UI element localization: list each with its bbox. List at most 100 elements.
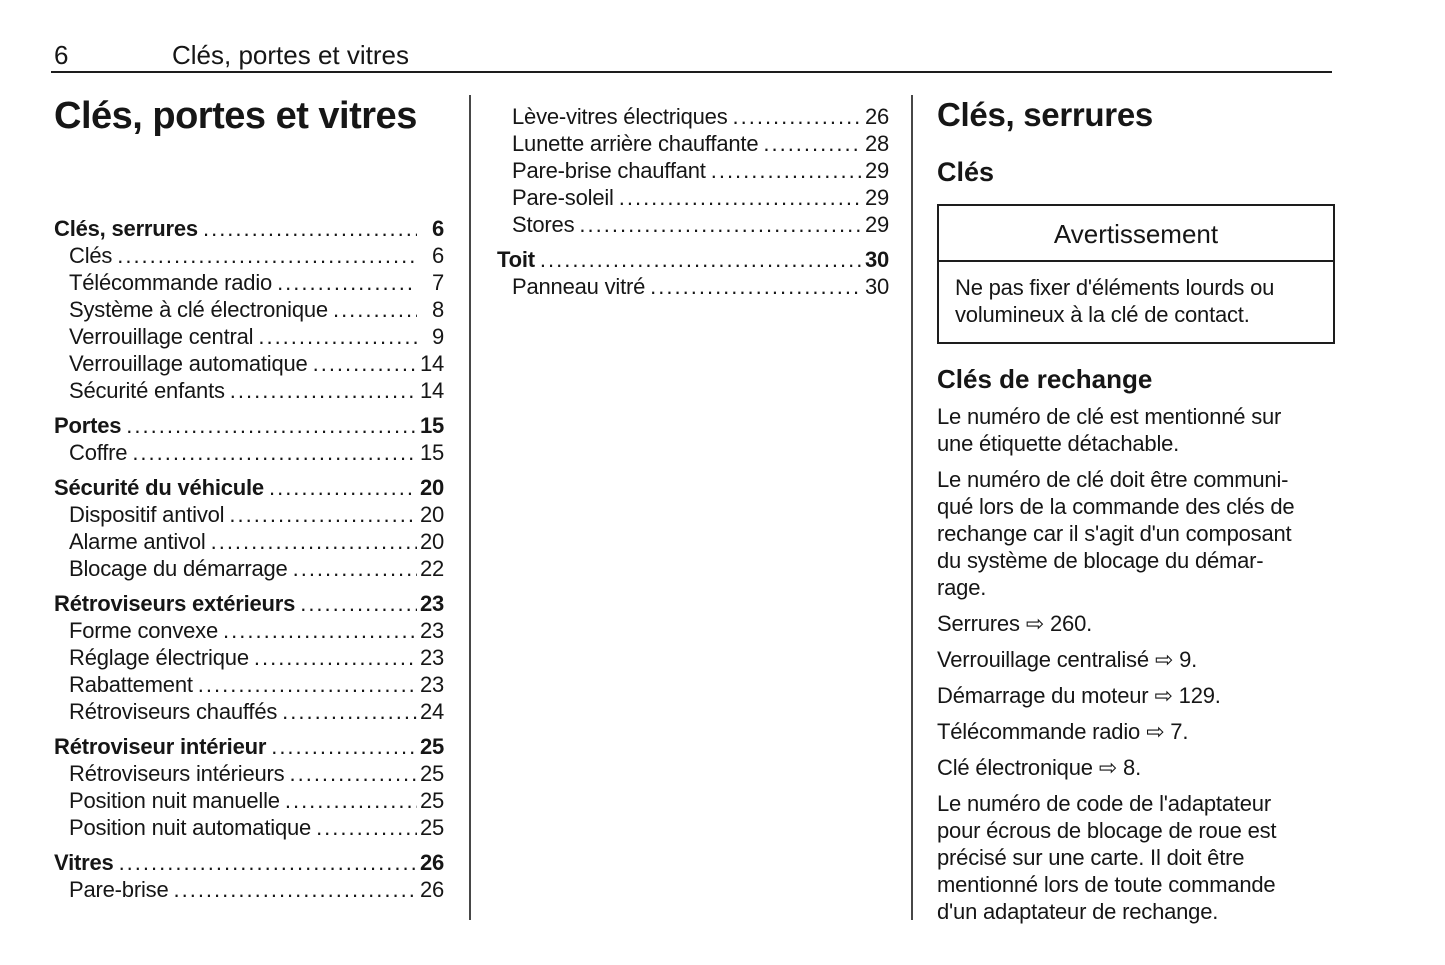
toc-label: Rétroviseurs chauffés (69, 699, 278, 724)
toc-entry: Forme convexe 23 (54, 617, 444, 644)
toc-label: Lève-vitres électriques (512, 104, 728, 129)
toc-label: Pare-brise (69, 877, 169, 902)
toc-page-number: 23 (420, 672, 445, 697)
toc-entry: Vitres 26 (54, 849, 444, 876)
dotted-leader (269, 474, 417, 501)
dotted-leader (763, 130, 862, 157)
toc-page-number: 6 (431, 216, 444, 241)
toc-page-number: 7 (431, 270, 444, 295)
dotted-leader (203, 215, 417, 242)
toc-label: Coffre (69, 440, 128, 465)
toc-page-number: 20 (420, 502, 445, 527)
header-rule (51, 71, 1332, 73)
chapter-title: Clés, portes et vitres (54, 95, 417, 137)
toc-entry: Dispositif antivol 20 (54, 501, 444, 528)
toc-page-number: 25 (420, 761, 445, 786)
page-reference-arrow-icon: ⇨ (1098, 755, 1118, 780)
dotted-leader (126, 412, 417, 439)
dotted-leader (619, 184, 862, 211)
paragraph: Le numéro de code de l'adaptateur pour é… (937, 791, 1277, 924)
toc-page-number: 14 (420, 351, 445, 376)
toc-page-number: 29 (865, 158, 890, 183)
toc-entry: Pare-soleil 29 (497, 184, 889, 211)
warning-box-body: Ne pas fixer d'éléments lourds ou volumi… (955, 275, 1275, 327)
page-reference: Démarrage du moteur ⇨ 129. (937, 682, 1335, 709)
dotted-leader (229, 501, 417, 528)
page-reference-arrow-icon: ⇨ (1146, 719, 1165, 744)
dotted-leader (198, 671, 417, 698)
toc-label: Stores (512, 212, 575, 237)
toc-label: Toit (497, 247, 535, 272)
toc-page-number: 26 (865, 104, 890, 129)
dotted-leader (650, 273, 862, 300)
paragraph: Le numéro de clé doit être communi- qué … (937, 467, 1295, 600)
dotted-leader (173, 876, 417, 903)
toc-label: Télécommande radio (69, 270, 273, 295)
reference-label: Verrouillage centralisé (937, 647, 1149, 672)
reference-page: 8. (1123, 755, 1141, 780)
toc-page-number: 25 (420, 734, 445, 759)
toc-entry: Stores 29 (497, 211, 889, 238)
toc-page-number: 20 (420, 475, 445, 500)
toc-label: Sécurité enfants (69, 378, 225, 403)
dotted-leader (230, 377, 417, 404)
toc-label: Système à clé électronique (69, 297, 328, 322)
toc-label: Réglage électrique (69, 645, 249, 670)
toc-entry: Sécurité du véhicule 20 (54, 474, 444, 501)
toc-entry: Verrouillage automatique 14 (54, 350, 444, 377)
toc-label: Position nuit automatique (69, 815, 312, 840)
page-number: 6 (54, 40, 69, 70)
table-of-contents-middle: Lève-vitres électriques 26 Lunette arrièr… (497, 95, 889, 300)
toc-entry: Toit 30 (497, 246, 889, 273)
toc-page-number: 26 (420, 850, 445, 875)
reference-page: 7. (1170, 719, 1189, 744)
toc-page-number: 22 (420, 556, 445, 581)
reference-page: 260. (1050, 611, 1093, 636)
column-divider-left (469, 95, 471, 920)
dotted-leader (258, 323, 417, 350)
reference-label: Démarrage du moteur (937, 683, 1149, 708)
toc-page-number: 29 (865, 212, 890, 237)
toc-label: Verrouillage central (69, 324, 254, 349)
column-divider-right (911, 95, 913, 920)
page-references: Serrures ⇨ 260. Verrouillage centralisé ⇨ 9.… (937, 610, 1335, 781)
dotted-leader (289, 760, 417, 787)
toc-page-number: 9 (431, 324, 444, 349)
toc-page-number: 30 (865, 247, 890, 272)
reference-label: Clé électronique (937, 755, 1093, 780)
toc-entry: Verrouillage central 9 (54, 323, 444, 350)
toc-page-number: 25 (420, 788, 445, 813)
dotted-leader (333, 296, 417, 323)
dotted-leader (579, 211, 862, 238)
toc-label: Dispositif antivol (69, 502, 225, 527)
section-heading: Clés, serrures (937, 96, 1153, 133)
toc-page-number: 26 (420, 877, 445, 902)
toc-entry: Position nuit automatique 25 (54, 814, 444, 841)
dotted-leader (277, 269, 417, 296)
reference-label: Télécommande radio (937, 719, 1141, 744)
toc-label: Forme convexe (69, 618, 219, 643)
warning-box-title: Avertissement (939, 206, 1333, 262)
subsection-heading: Clés de rechange (937, 364, 1153, 394)
dotted-leader (254, 644, 417, 671)
paragraph: Le numéro de clé est mentionné sur une é… (937, 404, 1282, 456)
page-reference-arrow-icon: ⇨ (1025, 611, 1044, 636)
toc-entry: Coffre 15 (54, 439, 444, 466)
page-reference: Serrures ⇨ 260. (937, 610, 1335, 637)
toc-entry: Système à clé électronique 8 (54, 296, 444, 323)
toc-entry: Portes 15 (54, 412, 444, 439)
toc-page-number: 23 (420, 591, 445, 616)
page-reference: Télécommande radio ⇨ 7. (937, 718, 1335, 745)
toc-entry: Clés 6 (54, 242, 444, 269)
dotted-leader (271, 733, 417, 760)
reference-label: Serrures (937, 611, 1020, 636)
toc-entry: Pare-brise chauffant 29 (497, 157, 889, 184)
toc-label: Vitres (54, 850, 114, 875)
dotted-leader (285, 787, 417, 814)
toc-entry: Sécurité enfants 14 (54, 377, 444, 404)
dotted-leader (733, 103, 863, 130)
dotted-leader (293, 555, 417, 582)
toc-entry: Réglage électrique 23 (54, 644, 444, 671)
toc-page-number: 23 (420, 645, 445, 670)
toc-page-number: 15 (420, 440, 445, 465)
